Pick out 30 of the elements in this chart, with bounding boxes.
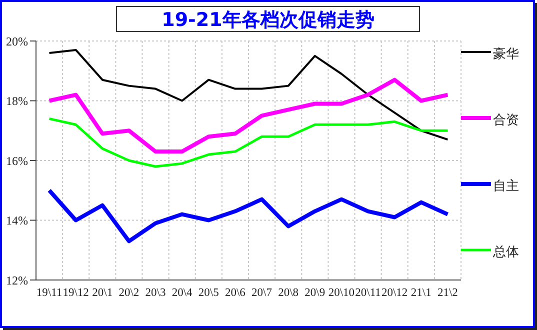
legend-label: 总体 bbox=[493, 243, 519, 261]
line-series bbox=[48, 117, 449, 168]
legend-label: 自主 bbox=[493, 177, 519, 195]
x-tick-label: 20\9 bbox=[304, 287, 326, 300]
x-tick-label: 21\1 bbox=[410, 287, 432, 300]
x-tick-label: 19\11 bbox=[36, 287, 62, 300]
chart-title: 19-21年各档次促销走势 bbox=[116, 6, 420, 32]
x-tick-label: 20\6 bbox=[224, 287, 246, 300]
x-tick-label: 20\5 bbox=[198, 287, 220, 300]
x-tick-label: 21\2 bbox=[437, 287, 458, 300]
y-tick-label: 18% bbox=[6, 94, 28, 108]
x-tick-label: 20\8 bbox=[278, 287, 299, 300]
x-tick-label: 20\12 bbox=[381, 287, 408, 300]
x-tick-label: 20\2 bbox=[118, 287, 140, 300]
y-tick-label: 12% bbox=[6, 273, 28, 288]
x-tick-label: 20\10 bbox=[328, 287, 355, 300]
x-tick-label: 20\11 bbox=[355, 287, 382, 300]
line-series bbox=[48, 48, 449, 141]
line-series bbox=[47, 188, 450, 244]
legend-label: 豪华 bbox=[493, 45, 519, 63]
x-tick-label: 19\12 bbox=[62, 287, 90, 300]
legend-label: 合资 bbox=[493, 111, 519, 129]
x-tick-label: 20\1 bbox=[92, 287, 113, 300]
x-tick-label: 20\4 bbox=[172, 287, 193, 300]
line-series bbox=[47, 78, 450, 154]
x-tick-label: 20\7 bbox=[252, 287, 272, 300]
x-tick-label: 20\3 bbox=[145, 287, 166, 300]
y-tick-label: 14% bbox=[6, 214, 28, 228]
y-tick-label: 20% bbox=[6, 34, 28, 48]
y-tick-label: 16% bbox=[6, 154, 28, 168]
